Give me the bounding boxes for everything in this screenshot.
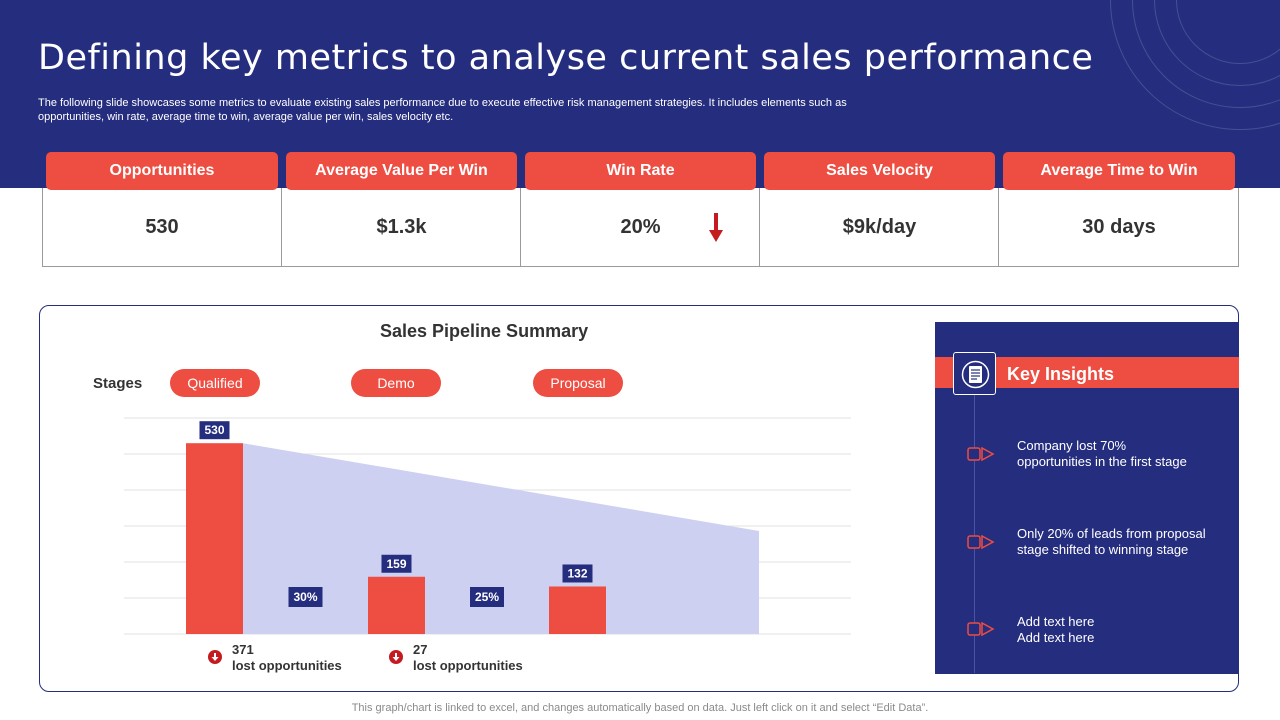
insight-marker-icon xyxy=(967,621,995,637)
metric-label: Average Value Per Win xyxy=(286,152,517,190)
metric-card-opportunities: Opportunities 530 xyxy=(42,150,282,267)
bar-value-label: 132 xyxy=(567,566,587,580)
bar-qualified xyxy=(186,443,243,634)
page-title: Defining key metrics to analyse current … xyxy=(38,38,1094,78)
bar-value-label-bg xyxy=(381,554,412,573)
metric-value: 530 xyxy=(145,216,179,238)
bar-demo xyxy=(368,576,425,634)
lost-count: 371 xyxy=(232,642,254,657)
lost-count: 27 xyxy=(413,642,428,657)
insight-text: Company lost 70% opportunities in the fi… xyxy=(1017,438,1222,470)
lost-opportunities-2: 27 lost opportunities xyxy=(413,642,523,674)
lost-text: lost opportunities xyxy=(413,658,523,673)
bar-proposal xyxy=(549,586,606,634)
insight-marker-icon xyxy=(967,446,995,462)
stage-pill-demo: Demo xyxy=(351,369,441,397)
stage-pill-qualified: Qualified xyxy=(170,369,260,397)
metric-value: $9k/day xyxy=(842,216,917,238)
conversion-label-bg xyxy=(470,587,504,607)
insight-marker-icon xyxy=(967,534,995,550)
footer-note: This graph/chart is linked to excel, and… xyxy=(351,702,929,714)
document-icon xyxy=(953,352,996,395)
key-insights-title: Key Insights xyxy=(1007,364,1115,384)
insight-line: Company lost 70% xyxy=(1017,438,1127,453)
bar-value-label-bg xyxy=(562,564,593,583)
metric-card-average-value: Average Value Per Win $1.3k xyxy=(282,150,521,267)
lost-down-icon xyxy=(389,650,403,664)
chart-title: Sales Pipeline Summary xyxy=(380,321,589,341)
down-arrow-icon xyxy=(709,213,723,242)
metric-label: Average Time to Win xyxy=(1003,152,1235,190)
insight-text: Add text here Add text here xyxy=(1017,614,1222,646)
metric-card-body xyxy=(521,188,760,267)
metric-card-sales-velocity: Sales Velocity $9k/day xyxy=(760,150,999,267)
bar-value-label: 530 xyxy=(204,423,224,437)
metric-card-average-time: Average Time to Win 30 days xyxy=(999,150,1239,267)
insight-line: Add text here xyxy=(1017,614,1095,629)
metrics-row: Opportunities 530 Average Value Per Win … xyxy=(42,150,1239,267)
lost-down-icon xyxy=(208,650,222,664)
lost-opportunities-1: 371 lost opportunities xyxy=(232,642,342,674)
metric-card-body xyxy=(999,188,1239,267)
page-subtitle: The following slide showcases some metri… xyxy=(38,97,847,123)
conversion-label: 30% xyxy=(293,590,317,604)
metric-card-body xyxy=(760,188,999,267)
metric-value: $1.3k xyxy=(376,216,427,238)
conversion-label-bg xyxy=(288,587,323,607)
lost-text: lost opportunities xyxy=(232,658,342,673)
insight-line: opportunities in the first stage xyxy=(1017,454,1187,469)
metric-value: 20% xyxy=(620,216,661,238)
metric-label: Sales Velocity xyxy=(764,152,995,190)
conversion-label: 25% xyxy=(475,590,499,604)
bar-value-label-bg xyxy=(199,421,230,440)
insight-line: Add text here xyxy=(1017,630,1095,645)
metric-card-body xyxy=(42,188,282,267)
bar-value-label: 159 xyxy=(386,557,406,571)
metric-label: Win Rate xyxy=(525,152,756,190)
insights-timeline xyxy=(974,395,975,673)
insight-line: stage shifted to winning stage xyxy=(1017,542,1189,557)
metric-card-body xyxy=(282,188,521,267)
stage-pill-proposal: Proposal xyxy=(533,369,623,397)
insight-text: Only 20% of leads from proposal stage sh… xyxy=(1017,526,1222,558)
stages-label: Stages xyxy=(93,375,143,392)
metric-value: 30 days xyxy=(1082,216,1156,238)
metric-card-win-rate: Win Rate 20% xyxy=(521,150,760,267)
metric-label: Opportunities xyxy=(46,152,278,190)
insight-line: Only 20% of leads from proposal xyxy=(1017,526,1206,541)
